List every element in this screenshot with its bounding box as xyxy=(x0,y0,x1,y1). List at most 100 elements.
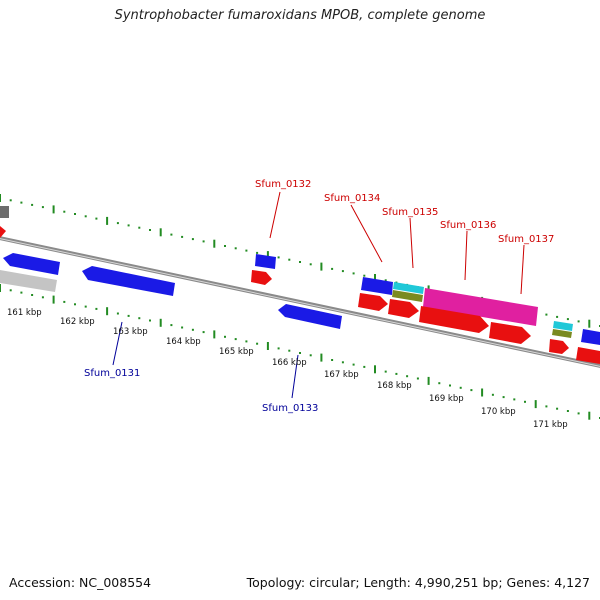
inner-ring-minor-tick xyxy=(9,289,12,292)
gene-arrow-red-b[interactable] xyxy=(251,270,272,285)
outer-ring-minor-tick xyxy=(149,229,151,231)
tick-label-165: 165 kbp xyxy=(219,347,254,357)
inner-ring-minor-tick xyxy=(191,328,194,331)
gene-arrow-gray-a[interactable] xyxy=(0,270,57,292)
inner-ring-major-tick xyxy=(588,411,591,420)
gene-label-sfum0134[interactable]: Sfum_0134 xyxy=(324,193,380,204)
outer-ring-minor-tick xyxy=(95,217,98,220)
gene-label-leaders xyxy=(112,191,525,399)
inner-ring-minor-tick xyxy=(288,349,291,352)
gene-arrow-blue-a[interactable] xyxy=(3,253,60,275)
inner-ring-minor-tick xyxy=(20,291,23,294)
gene-arrow-cyan-sfum0135[interactable] xyxy=(393,282,424,294)
gene-features xyxy=(0,206,600,364)
inner-ring-minor-tick xyxy=(95,307,98,310)
inner-ring-minor-tick xyxy=(470,389,473,392)
gene-arrow-blue-sfum0134[interactable] xyxy=(361,277,393,295)
outer-ring-major-tick xyxy=(266,251,269,260)
outer-ring-major-tick xyxy=(0,194,1,202)
inner-ring-minor-tick xyxy=(245,340,248,343)
genome-summary-text: Topology: circular; Length: 4,990,251 bp… xyxy=(246,575,590,590)
outer-ring-major-tick xyxy=(588,319,591,328)
tick-dots xyxy=(0,194,600,420)
inner-ring-minor-tick xyxy=(352,363,355,366)
inner-ring-major-tick xyxy=(159,318,162,327)
inner-ring-minor-tick xyxy=(384,370,387,373)
inner-ring-major-tick xyxy=(106,307,109,316)
outer-ring-minor-tick xyxy=(556,315,559,318)
inner-ring-major-tick xyxy=(0,284,1,292)
gene-arrow-blue-sfum0133[interactable] xyxy=(278,304,342,329)
gene-label-sfum0132[interactable]: Sfum_0132 xyxy=(255,179,311,190)
inner-ring-minor-tick xyxy=(234,338,237,341)
inner-ring-minor-tick xyxy=(31,294,34,296)
gene-arrow-gray-left[interactable] xyxy=(0,206,9,218)
gene-arrow-red-e[interactable] xyxy=(419,306,489,333)
gene-arrow-blue-sfum0132[interactable] xyxy=(255,254,276,269)
inner-ring-minor-tick xyxy=(395,372,398,375)
inner-ring-minor-tick xyxy=(309,354,312,357)
outer-ring-minor-tick xyxy=(545,313,548,316)
outer-ring-minor-tick xyxy=(41,206,44,209)
outer-ring-minor-tick xyxy=(181,235,184,238)
inner-ring-minor-tick xyxy=(116,312,119,315)
gene-arrow-magenta-sfum0136[interactable] xyxy=(423,288,538,326)
outer-ring-minor-tick xyxy=(170,233,173,236)
tick-label-167: 167 kbp xyxy=(324,370,359,380)
inner-ring-minor-tick xyxy=(341,361,344,364)
outer-ring-minor-tick xyxy=(577,320,580,323)
inner-ring-minor-tick xyxy=(416,377,419,380)
outer-ring-minor-tick xyxy=(9,199,12,202)
gene-arrow-blue-sfum0131[interactable] xyxy=(82,266,175,296)
gene-arrow-olive-sfum0135[interactable] xyxy=(392,290,423,302)
tick-label-170: 170 kbp xyxy=(481,407,516,417)
outer-ring-minor-tick xyxy=(331,267,334,270)
gene-arrow-red-right[interactable] xyxy=(576,347,600,364)
inner-ring-minor-tick xyxy=(449,384,451,387)
inner-ring-minor-tick xyxy=(363,365,366,368)
inner-ring-minor-tick xyxy=(577,412,580,415)
gene-arrow-cyan-b[interactable] xyxy=(553,321,573,331)
outer-ring-minor-tick xyxy=(384,279,387,282)
gene-label-sfum0136[interactable]: Sfum_0136 xyxy=(440,220,496,231)
gene-arrow-red-left[interactable] xyxy=(0,226,6,238)
inner-ring-major-tick xyxy=(427,376,430,385)
inner-ring-minor-tick xyxy=(406,375,409,378)
gene-arrow-red-d[interactable] xyxy=(388,299,419,318)
inner-ring-minor-tick xyxy=(556,407,559,410)
inner-ring-minor-tick xyxy=(181,326,184,329)
inner-ring-major-tick xyxy=(534,400,537,409)
outer-ring-major-tick xyxy=(213,239,216,248)
gene-label-sfum0131[interactable]: Sfum_0131 xyxy=(84,368,140,379)
tick-label-169: 169 kbp xyxy=(429,394,464,404)
inner-ring-major-tick xyxy=(481,388,484,397)
gene-label-sfum0135[interactable]: Sfum_0135 xyxy=(382,207,438,218)
inner-ring-minor-tick xyxy=(138,317,141,320)
tick-label-166: 166 kbp xyxy=(272,358,307,368)
inner-ring-minor-tick xyxy=(438,382,441,385)
gene-arrow-red-c[interactable] xyxy=(358,293,388,311)
outer-ring-minor-tick xyxy=(191,238,194,241)
inner-ring-major-tick xyxy=(320,353,323,362)
outer-ring-minor-tick xyxy=(63,210,66,213)
inner-ring-minor-tick xyxy=(331,359,334,361)
tick-label-162: 162 kbp xyxy=(60,317,95,327)
outer-ring-minor-tick xyxy=(138,226,141,229)
inner-ring-minor-tick xyxy=(513,398,516,401)
inner-ring-minor-tick xyxy=(491,393,494,396)
backbone xyxy=(0,236,600,368)
gene-arrow-red-f[interactable] xyxy=(489,322,531,344)
inner-ring-minor-tick xyxy=(63,300,66,303)
inner-ring-minor-tick xyxy=(299,352,301,354)
outer-ring-minor-tick xyxy=(352,272,355,275)
gene-arrow-olive-b[interactable] xyxy=(552,329,572,338)
outer-ring-minor-tick xyxy=(277,256,280,259)
outer-ring-major-tick xyxy=(106,216,109,225)
gene-arrow-red-g[interactable] xyxy=(549,339,569,354)
outer-ring-minor-tick xyxy=(224,245,226,247)
gene-arrow-blue-right[interactable] xyxy=(581,329,600,345)
gene-label-sfum0137[interactable]: Sfum_0137 xyxy=(498,234,554,245)
gene-label-sfum0133[interactable]: Sfum_0133 xyxy=(262,403,318,414)
